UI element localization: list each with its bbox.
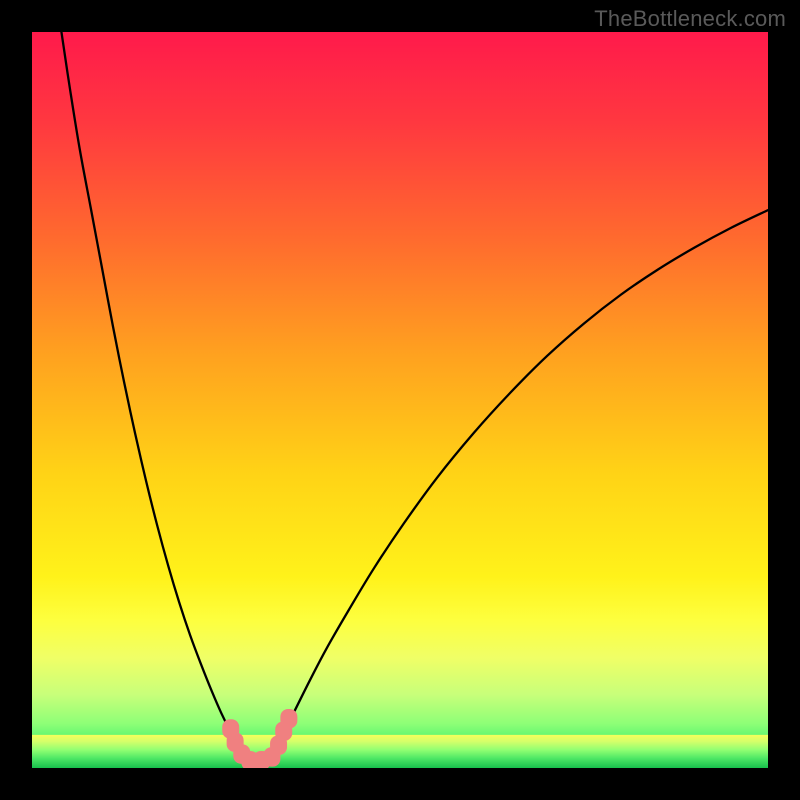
gradient-background xyxy=(32,32,768,768)
green-band xyxy=(32,735,768,768)
valley-marker xyxy=(281,709,297,727)
chart-svg xyxy=(32,32,768,768)
watermark-label: TheBottleneck.com xyxy=(594,6,786,32)
chart-plot-area xyxy=(32,32,768,768)
